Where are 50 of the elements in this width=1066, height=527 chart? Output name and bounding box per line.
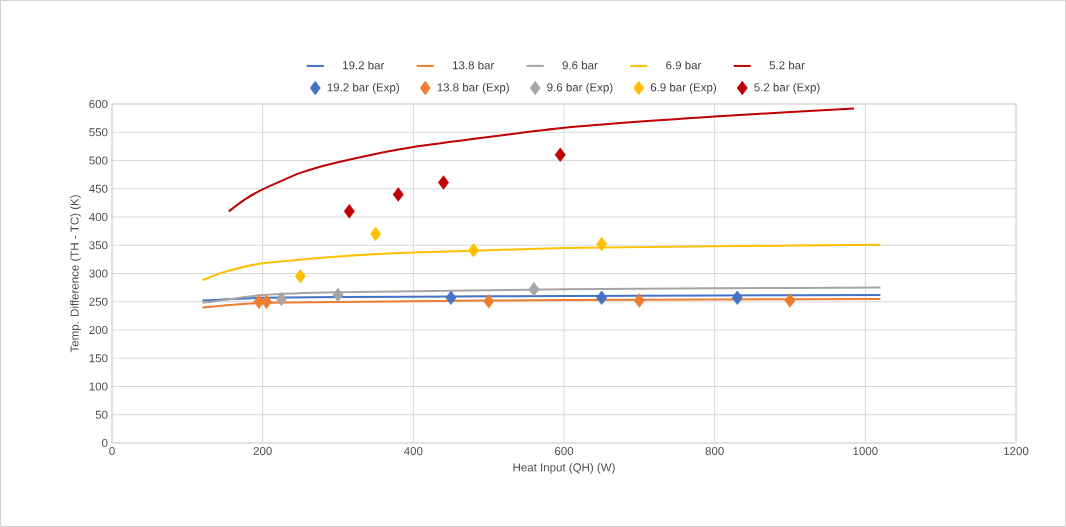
legend-label: 13.8 bar (Exp) [437, 82, 509, 94]
y-tick-label: 0 [102, 438, 108, 448]
legend-label: 6.9 bar [666, 60, 702, 70]
legend-label: 19.2 bar [343, 60, 385, 70]
y-tick-label: 50 [95, 410, 108, 419]
y-tick-label: 400 [89, 212, 108, 222]
x-tick-label: 1200 [1004, 447, 1029, 456]
legend-label: 19.2 bar (Exp) [327, 82, 399, 94]
y-tick-label: 200 [89, 325, 108, 335]
legend-label: 13.8 bar [452, 60, 495, 70]
point [260, 294, 272, 309]
x-tick-label: 200 [253, 447, 272, 456]
point [445, 290, 457, 305]
point [332, 287, 344, 303]
point [633, 293, 645, 308]
point [483, 293, 495, 309]
y-axis-title: Temp. Difference (TH - TC) (K) [70, 195, 81, 353]
point [294, 269, 306, 284]
y-tick-label: 250 [89, 297, 108, 306]
legend-label: 5.2 bar (Exp) [754, 82, 820, 94]
x-tick-label: 1000 [853, 447, 878, 456]
point [392, 187, 404, 202]
y-tick-label: 600 [89, 99, 108, 109]
point [554, 147, 566, 163]
point [438, 175, 449, 190]
point [343, 204, 355, 219]
y-tick-label: 500 [89, 156, 108, 165]
point [468, 243, 480, 258]
legend-label: 9.6 bar [562, 60, 598, 70]
y-tick-label: 350 [89, 241, 108, 250]
y-tick-label: 450 [89, 184, 108, 193]
y-tick-label: 300 [89, 269, 108, 278]
point [596, 236, 608, 252]
point [596, 290, 608, 305]
x-tick-label: 600 [554, 447, 574, 456]
x-tick-label: 400 [404, 447, 423, 456]
legend-label: 9.6 bar (Exp) [547, 82, 613, 94]
legend-label: 6.9 bar (Exp) [650, 82, 716, 94]
point [784, 293, 796, 308]
y-tick-label: 100 [89, 382, 108, 391]
x-tick-label: 800 [705, 447, 724, 456]
point [731, 290, 743, 305]
point [528, 282, 540, 297]
y-tick-label: 150 [89, 354, 108, 363]
legend-label: 5.2 bar [769, 60, 805, 70]
x-axis-title: Heat Input (QH) (W) [513, 463, 615, 474]
point [370, 226, 382, 242]
y-tick-label: 550 [89, 128, 108, 137]
line-series [227, 107, 856, 213]
x-tick-label: 0 [109, 447, 115, 456]
